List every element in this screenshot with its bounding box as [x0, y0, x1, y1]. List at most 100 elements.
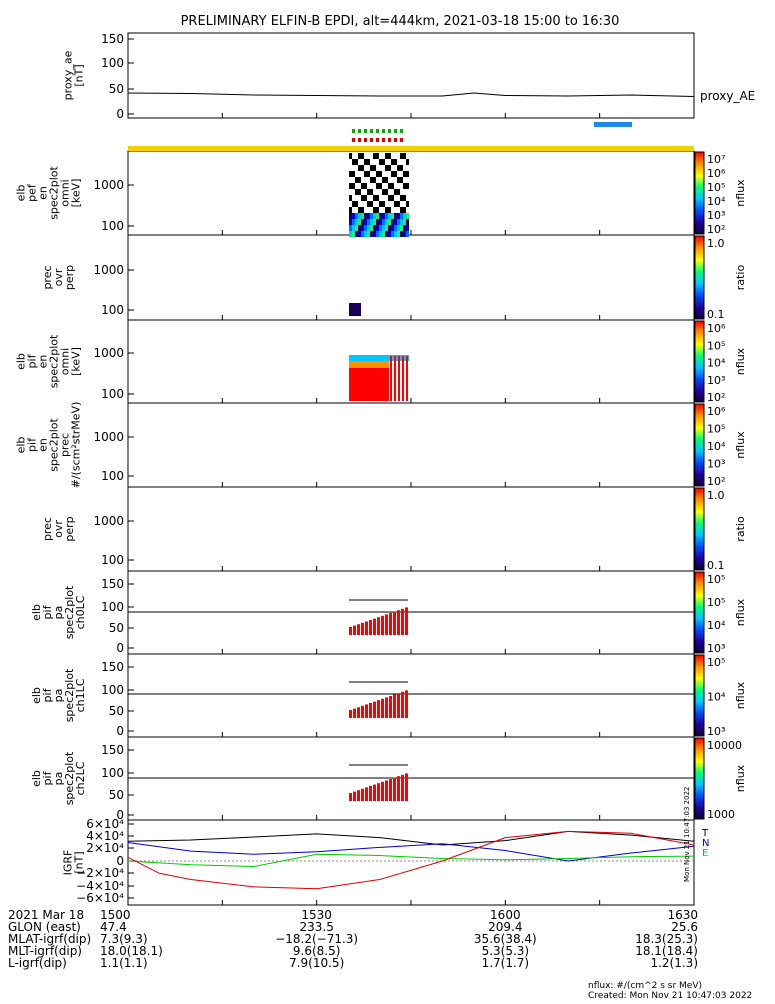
- ratio_pif-ylabel: ovr: [52, 520, 65, 538]
- spectrogram-pixel: [370, 189, 373, 195]
- ratio_perp-frame: [127, 234, 695, 321]
- igrf-legend-E: E: [702, 848, 708, 859]
- colorbar: [694, 403, 705, 487]
- spectrogram-pixel: [403, 165, 406, 171]
- spectrogram-pixel: [385, 231, 388, 237]
- pitch-angle-stripe: [369, 620, 372, 635]
- footer-value: 1.1(1.1): [100, 956, 148, 970]
- spectrogram-pixel: [400, 189, 403, 195]
- colorbar-label: nflux: [734, 347, 747, 375]
- pa2-ytick-label: 150: [101, 743, 124, 757]
- spectrogram-pixel: [352, 159, 355, 165]
- en_perp-ylabel: [keV]: [70, 179, 83, 208]
- spectrogram-pixel: [382, 219, 385, 225]
- spectrogram-pixel: [352, 171, 355, 177]
- pif_prec-ytick-label: 1000: [93, 430, 124, 444]
- spectrogram-pixel: [373, 165, 376, 171]
- pitch-angle-stripe: [369, 786, 372, 801]
- spectrogram-pixel: [355, 159, 358, 165]
- footer-row-label: MLAT-igrf(dip): [8, 932, 91, 946]
- spectrogram-pixel: [397, 165, 400, 171]
- spectrogram-pixel: [397, 219, 400, 225]
- pitch-angle-stripe: [357, 790, 360, 801]
- pitch-angle-stripe: [353, 708, 356, 718]
- pif-spectrum-stripe: [402, 356, 404, 401]
- spectrogram-pixel: [403, 189, 406, 195]
- pitch-angle-stripe: [361, 705, 364, 718]
- spectrogram-pixel: [358, 195, 361, 201]
- pa2-ylabel: pa: [52, 772, 65, 786]
- pa2-ytick-label: 50: [109, 788, 124, 802]
- spectrogram-pixel: [370, 231, 373, 237]
- colorbar-tick-label: 1.0: [707, 237, 725, 250]
- spectrogram-pixel: [388, 153, 391, 159]
- pa0-ylabel: elb: [30, 604, 43, 621]
- spectrogram-pixel: [406, 165, 409, 171]
- spectrogram-pixel: [355, 177, 358, 183]
- spectrogram-pixel: [373, 219, 376, 225]
- pif_prec-ylabel: en: [37, 438, 50, 452]
- spectrogram-pixel: [394, 171, 397, 177]
- spectrogram-pixel: [376, 171, 379, 177]
- spectrogram-pixel: [361, 189, 364, 195]
- footer-value: −18.2(−71.3): [275, 932, 358, 946]
- pif_prec-ylabel: pif: [26, 437, 39, 452]
- pa1-ytick-label: 100: [101, 683, 124, 697]
- spectrogram-pixel: [364, 201, 367, 207]
- spectrogram-pixel: [403, 219, 406, 225]
- spectrogram-pixel: [403, 207, 406, 213]
- spectrogram-pixel: [355, 183, 358, 189]
- spectrogram-pixel: [391, 177, 394, 183]
- spectrogram-pixel: [400, 153, 403, 159]
- pif_prec-ylabel: prec: [59, 433, 72, 457]
- spectrogram-pixel: [373, 195, 376, 201]
- footer-value: 18.3(25.3): [635, 932, 698, 946]
- spectrogram-pixel: [373, 231, 376, 237]
- spectrogram-pixel: [349, 195, 352, 201]
- spectrogram-pixel: [394, 213, 397, 219]
- ratio_perp-ytick-label: 1000: [93, 263, 124, 277]
- colorbars: 10⁷10⁶10⁵10⁴10³10²nflux1.00.1ratio10⁶10⁵…: [694, 151, 747, 821]
- pitch-angle-stripe: [373, 784, 376, 801]
- spectrogram-pixel: [388, 219, 391, 225]
- colorbar-tick-label: 10⁴: [707, 619, 726, 632]
- spectrogram-pixel: [376, 189, 379, 195]
- spectrogram-pixel: [394, 177, 397, 183]
- colorbar-tick-label: 10³: [707, 642, 725, 655]
- spectrogram-pixel: [397, 189, 400, 195]
- spectrogram-pixel: [364, 225, 367, 231]
- spectrogram-pixel: [349, 225, 352, 231]
- footer-row-label: L-igrf(dip): [8, 956, 67, 970]
- spectrogram-pixel: [379, 213, 382, 219]
- spectrogram-pixel: [349, 207, 352, 213]
- en_perp-ylabel: en: [37, 186, 50, 200]
- spectrogram-pixel: [361, 213, 364, 219]
- plot-title: PRELIMINARY ELFIN-B EPDI, alt=444km, 202…: [181, 14, 620, 29]
- spectrogram-pixel: [382, 201, 385, 207]
- spectrogram-pixel: [370, 165, 373, 171]
- spectrogram-pixel: [370, 159, 373, 165]
- pitch-angle-stripe: [353, 791, 356, 801]
- colorbar-label: nflux: [734, 764, 747, 792]
- spectrogram-pixel: [403, 183, 406, 189]
- spectrogram-pixel: [358, 213, 361, 219]
- colorbar: [694, 487, 705, 571]
- spectrogram-pixel: [379, 153, 382, 159]
- igrf-line-N: [127, 842, 695, 862]
- en_perp-ylabel: pef: [26, 183, 39, 202]
- spectrogram-pixel: [382, 177, 385, 183]
- spectrogram-pixel: [370, 171, 373, 177]
- spectrogram-pixel: [352, 201, 355, 207]
- spectrogram-pixel: [400, 183, 403, 189]
- colorbar-tick-label: 10³: [707, 209, 725, 222]
- spectrogram-pixel: [376, 213, 379, 219]
- spectrogram-pixel: [349, 189, 352, 195]
- colorbar: [694, 235, 705, 320]
- spectrogram-pixel: [388, 213, 391, 219]
- spectrogram-pixel: [388, 177, 391, 183]
- footer-value: 7.9(10.5): [289, 956, 344, 970]
- proxy_ae-ytick-label: 50: [109, 82, 124, 96]
- spectrogram-pixel: [349, 213, 352, 219]
- spectrogram-pixel: [358, 225, 361, 231]
- pif-spectrum-band: [349, 361, 389, 368]
